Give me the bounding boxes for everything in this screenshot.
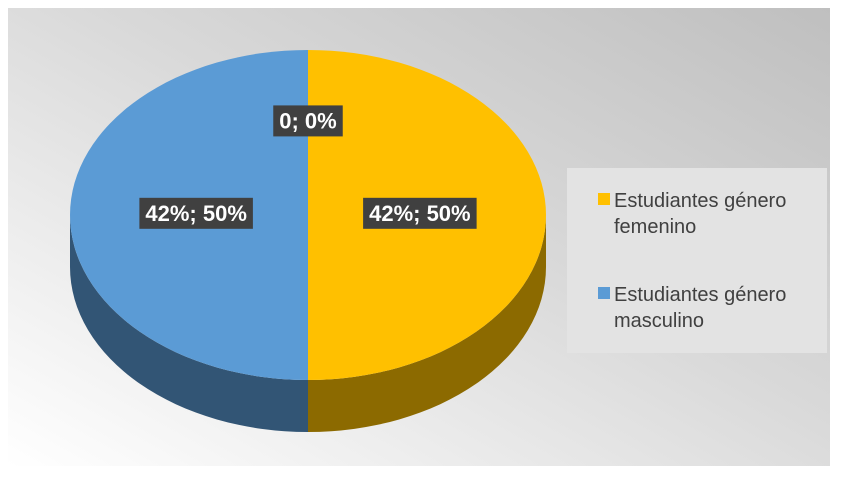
legend-box [567, 168, 827, 353]
data-label: 42%; 50% [139, 197, 253, 229]
data-label-box [363, 197, 477, 229]
data-label: 0; 0% [273, 105, 343, 137]
slice-side [70, 215, 308, 432]
data-label-text: 42%; 50% [145, 201, 247, 226]
data-label-text: 42%; 50% [369, 201, 471, 226]
legend-swatch [598, 193, 610, 205]
slice-side [308, 215, 546, 432]
legend-swatch [598, 287, 610, 299]
data-label-box [273, 105, 343, 137]
data-label-text: 0; 0% [279, 108, 336, 133]
data-label: 42%; 50% [363, 197, 477, 229]
legend-label: Estudiantes género femenino [614, 190, 786, 238]
legend-label: Estudiantes género masculino [614, 284, 786, 332]
data-label-box [139, 197, 253, 229]
